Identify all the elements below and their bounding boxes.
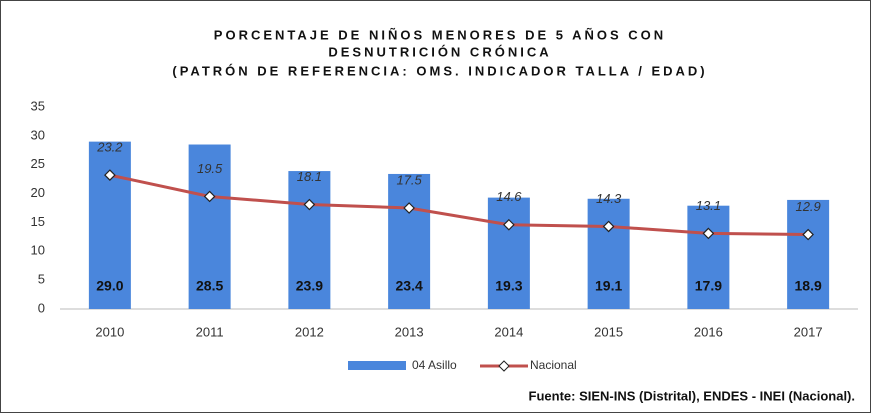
line-label: 12.9 [795,199,820,214]
line [109,173,809,237]
source: Fuente: SIEN-INS (Distrital), ENDES - IN… [529,388,855,403]
bar-label: 28.5 [196,278,223,294]
bar [687,205,730,309]
x-tick-label: 2011 [196,324,224,339]
marker [802,228,814,241]
y-tick-label: 25 [31,156,45,171]
marker [203,190,216,203]
bar [587,198,630,309]
chart-title: PORCENTAJE DE NIÑOS MENORES DE 5 AÑOS CO… [214,27,666,42]
y-tick-label: 30 [31,127,45,142]
x-tick-label: 2015 [594,324,623,339]
bar-label: 29.0 [96,278,123,294]
line-label: 13.1 [696,198,721,213]
chart-title: DESNUTRICIÓN CRÓNICA [328,44,551,59]
bar [188,144,231,309]
y-tick-label: 20 [31,185,45,200]
line-label: 23.2 [96,140,123,155]
x-tick-label: 2010 [95,324,124,339]
line-label: 19.5 [197,161,223,176]
y-tick-label: 35 [31,98,45,113]
bar [787,199,830,309]
marker [503,218,515,231]
legend-swatch [348,361,406,370]
legend-marker [498,360,510,372]
line-label: 14.6 [496,189,522,204]
marker [702,227,715,240]
legend-label: Nacional [530,358,577,372]
y-tick-label: 10 [31,243,45,258]
marker [303,198,316,211]
bar [288,171,331,309]
bar [487,197,530,309]
bar-label: 23.9 [296,278,323,294]
line-label: 18.1 [297,169,322,184]
chart-subtitle: (PATRÓN DE REFERENCIA: OMS. INDICADOR TA… [172,63,707,78]
x-tick-label: 2017 [794,324,823,339]
marker [403,202,415,214]
bar-label: 17.9 [695,278,722,294]
bar-label: 19.1 [595,278,622,294]
y-tick-label: 0 [38,300,45,315]
x-tick-label: 2013 [395,324,424,339]
line-label: 17.5 [396,172,422,187]
line-label: 14.3 [596,191,622,206]
legend-label: 04 Asillo [412,358,457,372]
marker [104,169,116,181]
x-tick-label: 2014 [494,324,523,339]
y-tick-label: 5 [38,272,45,287]
marker [602,220,615,233]
bar-label: 19.3 [495,278,522,294]
y-tick-label: 15 [31,214,45,229]
bar-label: 23.4 [396,278,423,294]
bar-label: 18.9 [795,278,822,294]
bar [388,173,431,309]
x-tick-label: 2016 [694,324,723,339]
x-tick-label: 2012 [295,324,324,339]
